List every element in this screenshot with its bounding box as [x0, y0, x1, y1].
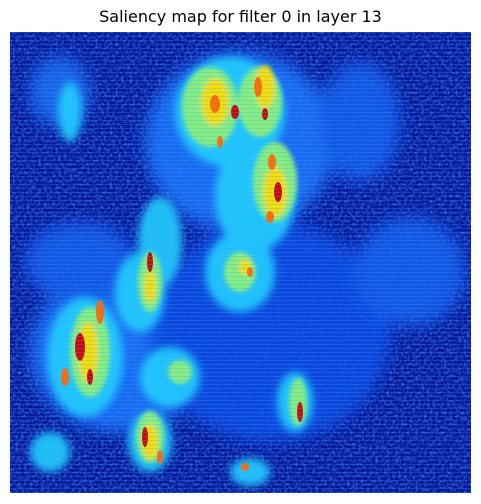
saliency-heatmap — [10, 32, 471, 493]
saliency-heatmap-image — [10, 32, 471, 493]
figure-title: Saliency map for filter 0 in layer 13 — [99, 7, 382, 26]
